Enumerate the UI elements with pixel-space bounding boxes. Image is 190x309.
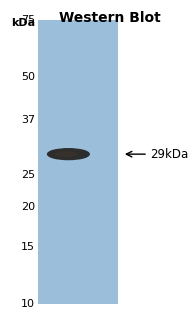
Text: 15: 15: [21, 242, 35, 252]
Text: kDa: kDa: [11, 18, 35, 28]
Text: 25: 25: [21, 170, 35, 180]
Text: Western Blot: Western Blot: [59, 11, 161, 25]
Text: 10: 10: [21, 299, 35, 309]
Text: 29kDa: 29kDa: [150, 148, 188, 161]
Ellipse shape: [56, 152, 76, 156]
Text: 50: 50: [21, 72, 35, 82]
Bar: [38, 20, 118, 304]
Text: 75: 75: [21, 15, 35, 25]
Text: 37: 37: [21, 115, 35, 125]
Text: 20: 20: [21, 201, 35, 212]
Ellipse shape: [48, 149, 89, 159]
